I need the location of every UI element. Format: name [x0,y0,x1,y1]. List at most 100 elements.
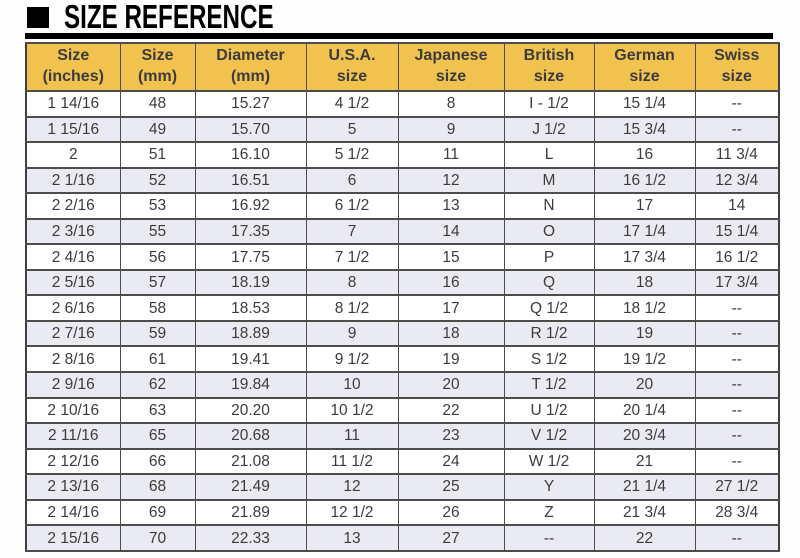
cell: 1 15/16 [25,115,121,144]
table-row: 2 10/16 63 20.20 10 1/2 22 U 1/2 20 1/4 -- [25,396,780,425]
cell: 20 3/4 [593,422,696,450]
cell: 5 1/2 [305,141,399,169]
cell: 2 5/16 [25,268,121,297]
cell: 11 [397,141,505,169]
table-row: 2 13/16 68 21.49 12 25 Y 21 1/4 27 1/2 [25,473,780,501]
column-header: Swiss size [694,42,780,92]
cell: 62 [119,371,196,399]
cell: 27 1/2 [694,473,780,501]
cell: 17 [593,192,696,220]
cell: Q [503,268,595,297]
cell: 18.53 [194,294,307,322]
cell: 57 [119,268,196,297]
table-row: 2 3/16 55 17.35 7 14 O 17 1/4 15 1/4 [25,217,780,246]
cell: Z [503,498,595,527]
table-row: 2 7/16 59 18.89 9 18 R 1/2 19 -- [25,319,780,348]
table-body: 1 14/16 48 15.27 4 1/2 8 I - 1/2 15 1/4 -- 1 15/… [25,90,780,552]
cell: 13 [305,524,399,552]
cell: 21 1/4 [593,473,696,501]
cell: 51 [119,141,196,169]
column-header-line1: Size [141,47,174,65]
column-header-line2: size [629,68,660,85]
cell: 2 14/16 [25,498,121,527]
cell: 12 [397,166,505,195]
column-header: Size (inches) [25,42,121,92]
cell: 19 [593,319,696,348]
cell: -- [503,524,595,552]
column-header-line2: size [721,68,752,85]
cell: S 1/2 [503,345,595,373]
cell: 2 6/16 [25,294,121,322]
cell: 15 1/4 [593,90,696,118]
cell: 12 1/2 [305,498,399,527]
cell: -- [694,447,780,476]
cell: 11 1/2 [305,447,399,476]
cell: 10 1/2 [305,396,399,425]
cell: 18 [593,268,696,297]
table-row: 2 12/16 66 21.08 11 1/2 24 W 1/2 21 -- [25,447,780,476]
table-row: 2 2/16 53 16.92 6 1/2 13 N 17 14 [25,192,780,220]
cell: 70 [119,524,196,552]
table-row: 2 51 16.10 5 1/2 11 L 16 11 3/4 [25,141,780,169]
cell: 21 3/4 [593,498,696,527]
column-header-line2: size [336,68,368,85]
column-header: Diameter (mm) [194,42,307,92]
cell: 18.19 [194,268,307,297]
cell: U 1/2 [503,396,595,425]
cell: 8 [397,90,505,118]
cell: 9 1/2 [305,345,399,373]
cell: 15 [397,243,505,271]
cell: R 1/2 [503,319,595,348]
cell: 1 14/16 [25,90,121,118]
cell: -- [694,319,780,348]
cell: 22 [593,524,696,552]
cell: 28 3/4 [694,498,780,527]
cell: 2 13/16 [25,473,121,501]
column-header-line1: Size [57,47,90,65]
cell: 11 [305,422,399,450]
cell: 2 2/16 [25,192,121,220]
cell: 20.68 [194,422,307,450]
cell: 2 1/16 [25,166,121,195]
column-header-line2: (mm) [230,68,271,85]
cell: 68 [119,473,196,501]
cell: 6 [305,166,399,195]
cell: -- [694,524,780,552]
cell: 13 [397,192,505,220]
bullet-square-icon [27,6,49,28]
cell: 2 4/16 [25,243,121,271]
title-rule [25,33,773,39]
cell: 18 1/2 [593,294,696,322]
cell: 15.70 [194,115,307,144]
cell: 10 [305,371,399,399]
cell: 69 [119,498,196,527]
column-header-line2: (mm) [137,68,178,85]
cell: -- [694,345,780,373]
cell: 25 [397,473,505,501]
column-header-line2: size [533,68,565,85]
cell: -- [694,90,780,118]
table-row: 2 14/16 69 21.89 12 1/2 26 Z 21 3/4 28 3/4 [25,498,780,527]
cell: 16 [593,141,696,169]
cell: 2 11/16 [25,422,121,450]
cell: 14 [397,217,505,246]
cell: 2 7/16 [25,319,121,348]
page-title-bar: SIZE REFERENCE [27,0,333,35]
cell: 21.08 [194,447,307,476]
cell: 9 [397,115,505,144]
cell: 12 3/4 [694,166,780,195]
cell: Y [503,473,595,501]
cell: 18 [397,319,505,348]
cell: 53 [119,192,196,220]
cell: 59 [119,319,196,348]
cell: 17 1/4 [593,217,696,246]
cell: 61 [119,345,196,373]
cell: J 1/2 [503,115,595,144]
cell: 17 3/4 [593,243,696,271]
cell: 2 15/16 [25,524,121,552]
cell: 6 1/2 [305,192,399,220]
cell: 2 8/16 [25,345,121,373]
cell: 63 [119,396,196,425]
cell: -- [694,422,780,450]
